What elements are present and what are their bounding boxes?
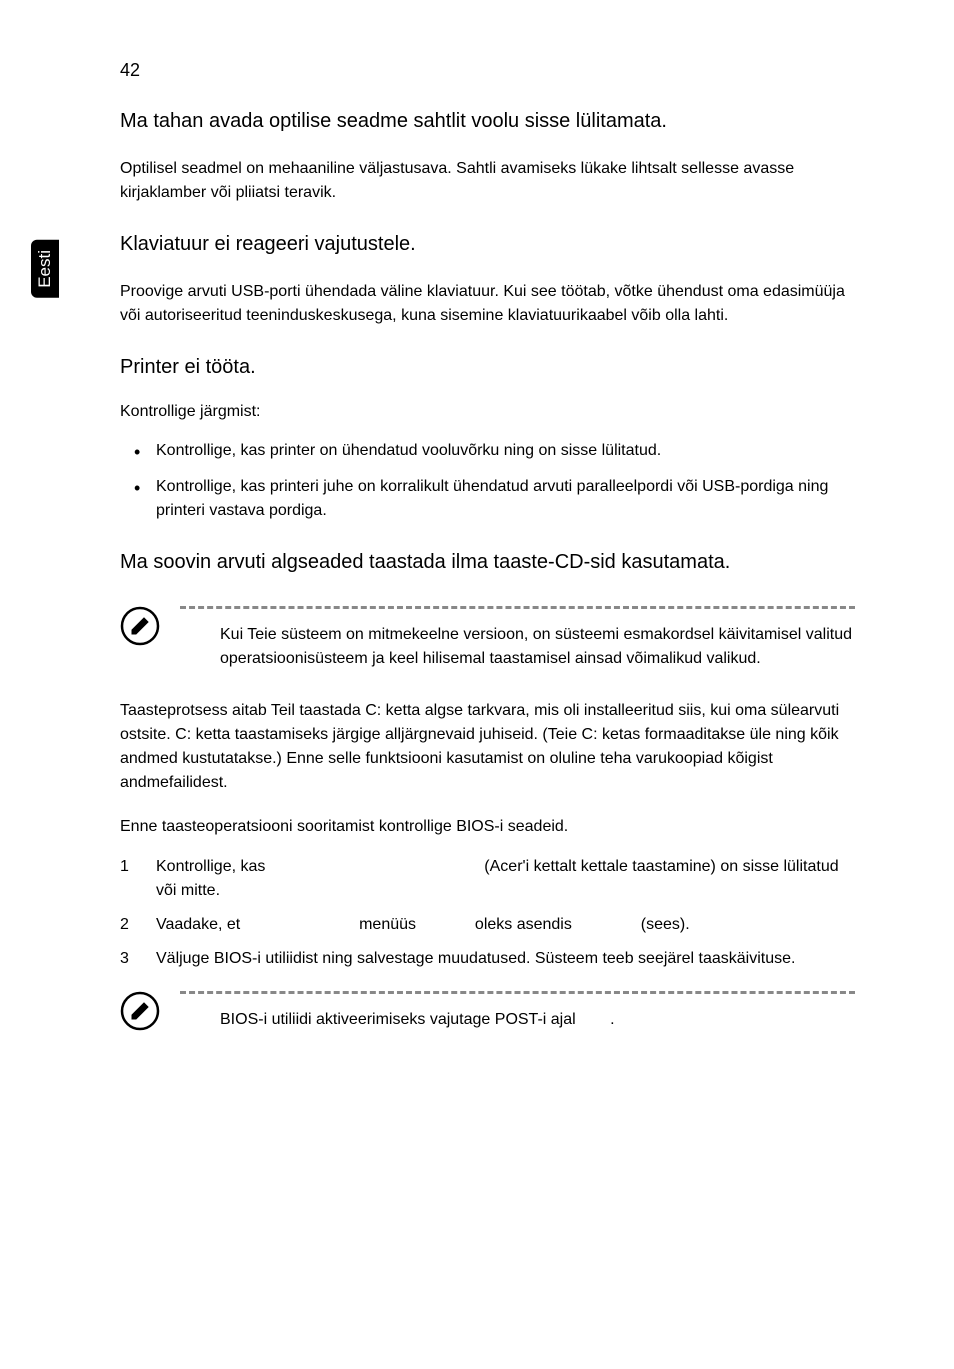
step-text-part: oleks asendis (470, 916, 576, 933)
step-text-part: Vaadake, et (156, 916, 245, 933)
intro-text-printer: Kontrollige järgmist: (120, 403, 855, 421)
restore-steps-list: 1 Kontrollige, kas (Acer'i kettalt ketta… (120, 855, 855, 971)
note-content: Kui Teie süsteem on mitmekeelne versioon… (180, 606, 855, 671)
list-item: 3 Väljuge BIOS-i utiliidist ning salvest… (120, 947, 855, 971)
note-text-1: Kui Teie süsteem on mitmekeelne versioon… (180, 623, 855, 671)
list-item: 2 Vaadake, et menüüs oleks asendis (sees… (120, 913, 855, 937)
body-text-optical: Optilisel seadmel on mehaaniline väljast… (120, 157, 855, 205)
list-item: 1 Kontrollige, kas (Acer'i kettalt ketta… (120, 855, 855, 903)
step-text-part: Kontrollige, kas (156, 858, 270, 875)
pencil-note-icon (120, 991, 160, 1031)
step-text-part: (sees). (636, 916, 689, 933)
section-heading-keyboard: Klaviatuur ei reageeri vajutustele. (120, 233, 855, 256)
dashed-divider (180, 606, 855, 609)
step-number: 1 (120, 855, 129, 879)
step-text: Väljuge BIOS-i utiliidist ning salvestag… (156, 950, 795, 967)
list-item: Kontrollige, kas printer on ühendatud vo… (156, 439, 855, 463)
note-block-2: BIOS-i utiliidi aktiveerimiseks vajutage… (120, 991, 855, 1032)
section-heading-restore: Ma soovin arvuti algseaded taastada ilma… (120, 551, 855, 574)
dashed-divider (180, 991, 855, 994)
step-text-part: menüüs (355, 916, 421, 933)
language-side-tab: Eesti (31, 240, 59, 298)
note-block-1: Kui Teie süsteem on mitmekeelne versioon… (120, 606, 855, 671)
restore-body-1: Taasteprotsess aitab Teil taastada C: ke… (120, 699, 855, 795)
restore-body-2: Enne taasteoperatsiooni sooritamist kont… (120, 815, 855, 839)
side-tab-label: Eesti (35, 250, 54, 288)
note-text-2: BIOS-i utiliidi aktiveerimiseks vajutage… (180, 1008, 855, 1032)
printer-bullet-list: Kontrollige, kas printer on ühendatud vo… (120, 439, 855, 523)
note-content: BIOS-i utiliidi aktiveerimiseks vajutage… (180, 991, 855, 1032)
step-number: 2 (120, 913, 129, 937)
list-item: Kontrollige, kas printeri juhe on korral… (156, 475, 855, 523)
page-content: Ma tahan avada optilise seadme sahtlit v… (120, 110, 855, 1060)
section-heading-printer: Printer ei tööta. (120, 356, 855, 379)
body-text-keyboard: Proovige arvuti USB-porti ühendada välin… (120, 280, 855, 328)
section-heading-optical: Ma tahan avada optilise seadme sahtlit v… (120, 110, 855, 133)
step-number: 3 (120, 947, 129, 971)
pencil-note-icon (120, 606, 160, 646)
page-number: 42 (120, 60, 140, 81)
